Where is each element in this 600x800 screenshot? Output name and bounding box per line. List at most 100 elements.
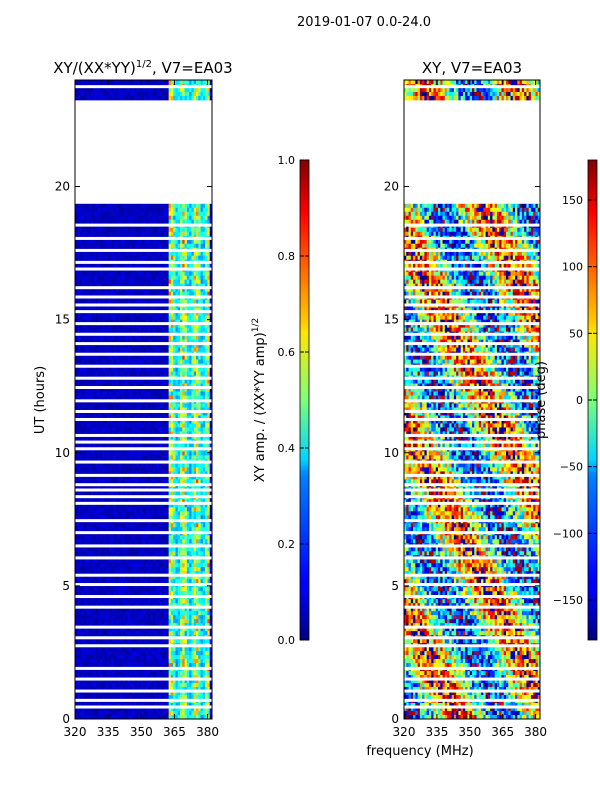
heatmap-cell [196, 455, 199, 460]
heatmap-cell [180, 211, 183, 217]
heatmap-cell [138, 503, 142, 508]
heatmap-cell [113, 227, 117, 233]
heatmap-cell [100, 515, 103, 520]
heatmap-cell [88, 475, 92, 480]
heatmap-cell [100, 283, 103, 289]
heatmap-cell [88, 383, 92, 388]
heatmap-cell [193, 463, 197, 468]
heatmap-cell [138, 315, 142, 321]
heatmap-cell [79, 339, 83, 344]
heatmap-cell [129, 87, 133, 93]
heatmap-cell [150, 347, 154, 352]
heatmap-cell [104, 271, 108, 277]
heatmap-cell [136, 455, 140, 460]
heatmap-cell [164, 335, 167, 340]
heatmap-cell [173, 379, 176, 384]
heatmap-cell [161, 211, 165, 217]
heatmap-cell [104, 339, 108, 344]
heatmap-cell [175, 435, 179, 440]
heatmap-cell [136, 431, 140, 436]
heatmap-cell [86, 383, 90, 388]
heatmap-cell [97, 243, 101, 249]
heatmap-cell [129, 211, 133, 217]
heatmap-cell [77, 215, 80, 221]
heatmap-cell [205, 379, 208, 384]
heatmap-cell [120, 427, 124, 432]
heatmap-cell [90, 499, 94, 504]
heatmap-cell [109, 451, 112, 456]
heatmap-cell [141, 343, 144, 348]
heatmap-cell [138, 491, 142, 496]
heatmap-cell [129, 271, 133, 277]
heatmap-cell [136, 427, 140, 432]
heatmap-cell [152, 215, 156, 221]
heatmap-cell [166, 279, 170, 285]
heatmap-cell [200, 499, 204, 504]
heatmap-cell [93, 343, 96, 348]
heatmap-cell [79, 239, 83, 245]
heatmap-cell [113, 427, 117, 432]
heatmap-cell [136, 291, 140, 297]
heatmap-cell [118, 387, 122, 392]
heatmap-cell [127, 299, 131, 305]
heatmap-cell [138, 419, 142, 424]
heatmap-cell [116, 327, 119, 332]
heatmap-cell [134, 347, 138, 352]
heatmap-cell [79, 207, 83, 213]
heatmap-cell [100, 511, 103, 516]
heatmap-cell [148, 299, 151, 305]
heatmap-cell [102, 383, 106, 388]
heatmap-cell [198, 283, 201, 289]
heatmap-cell [205, 343, 208, 348]
heatmap-cell [141, 95, 144, 101]
heatmap-cell [154, 415, 158, 420]
heatmap-cell [75, 379, 78, 384]
heatmap-cell [161, 387, 165, 392]
heatmap-cell [129, 80, 133, 85]
heatmap-cell [136, 387, 140, 392]
heatmap-cell [150, 315, 154, 321]
heatmap-cell [93, 471, 96, 476]
heatmap-cell [138, 279, 142, 285]
heatmap-cell [209, 387, 212, 392]
heatmap-cell [154, 403, 158, 408]
heatmap-cell [132, 423, 135, 428]
heatmap-cell [180, 80, 183, 85]
heatmap-cell [75, 423, 78, 428]
heatmap-cell [88, 451, 92, 456]
heatmap-cell [77, 431, 80, 436]
heatmap-cell [120, 243, 124, 249]
heatmap-cell [186, 239, 190, 245]
heatmap-cell [184, 211, 188, 217]
heatmap-cell [148, 475, 151, 480]
heatmap-cell [132, 87, 135, 93]
heatmap-cell [154, 319, 158, 325]
heatmap-cell [88, 387, 92, 392]
heatmap-cell [120, 339, 124, 344]
heatmap-cell [109, 87, 112, 93]
heatmap-cell [168, 91, 172, 97]
heatmap-cell [209, 435, 212, 440]
heatmap-cell [90, 255, 94, 261]
heatmap-cell [202, 423, 206, 428]
heatmap-cell [161, 339, 165, 344]
heatmap-cell [168, 395, 172, 400]
heatmap-cell [182, 463, 185, 468]
heatmap-cell [118, 91, 122, 97]
heatmap-cell [100, 499, 103, 504]
heatmap-cell [202, 395, 206, 400]
heatmap-cell [136, 475, 140, 480]
heatmap-cell [191, 207, 195, 213]
heatmap-cell [116, 343, 119, 348]
heatmap-cell [77, 251, 80, 257]
heatmap-cell [189, 327, 192, 332]
heatmap-cell [173, 219, 176, 225]
heatmap-cell [113, 499, 117, 504]
heatmap-cell [90, 80, 94, 85]
heatmap-cell [186, 231, 190, 237]
heatmap-cell [207, 443, 211, 448]
heatmap-cell [134, 279, 138, 285]
heatmap-cell [120, 87, 124, 93]
heatmap-cell [106, 291, 110, 297]
